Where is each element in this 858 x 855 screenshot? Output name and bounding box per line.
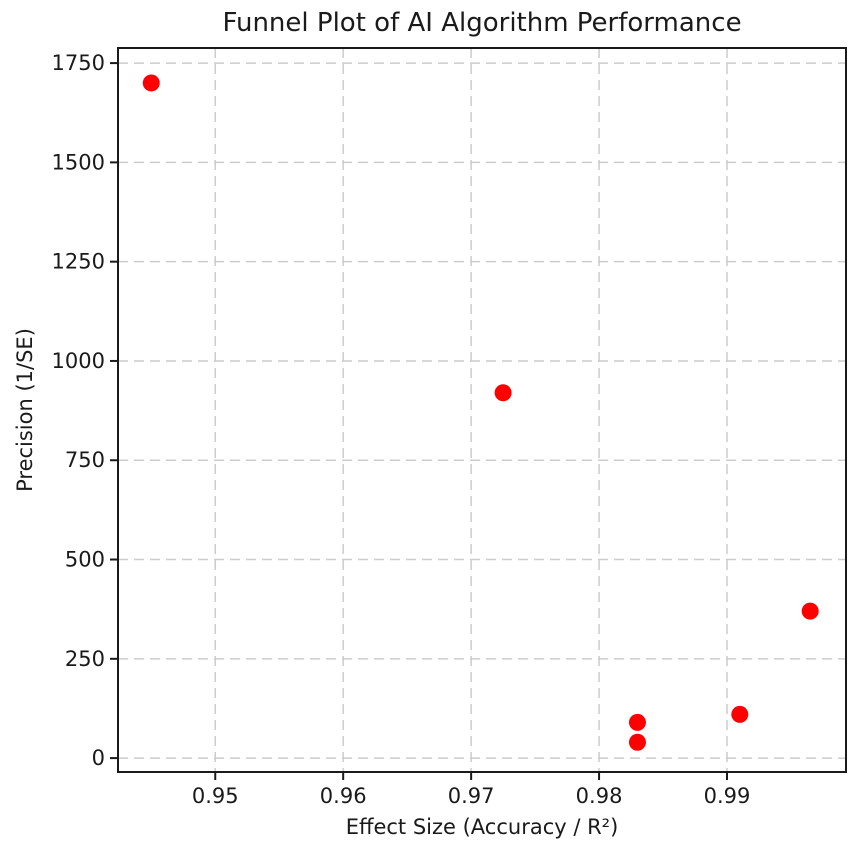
x-tick-label: 0.95 <box>192 784 239 808</box>
data-point <box>142 74 160 92</box>
data-point <box>628 733 646 751</box>
x-tick-label: 0.98 <box>576 784 623 808</box>
y-tick-label: 1750 <box>52 51 105 75</box>
y-tick-label: 0 <box>92 746 105 770</box>
x-axis-label: Effect Size (Accuracy / R²) <box>345 815 619 839</box>
data-point <box>628 713 646 731</box>
y-tick-label: 1250 <box>52 250 105 274</box>
x-tick-label: 0.96 <box>320 784 367 808</box>
data-point <box>731 705 749 723</box>
y-tick-label: 1500 <box>52 150 105 174</box>
x-tick-label: 0.97 <box>448 784 495 808</box>
y-axis-label: Precision (1/SE) <box>13 328 37 492</box>
y-tick-label: 1000 <box>52 349 105 373</box>
data-point <box>494 384 512 402</box>
chart-title: Funnel Plot of AI Algorithm Performance <box>222 8 742 38</box>
x-tick-label: 0.99 <box>704 784 751 808</box>
y-tick-label: 250 <box>65 647 105 671</box>
y-tick-label: 750 <box>65 448 105 472</box>
data-point <box>801 602 819 620</box>
y-tick-label: 500 <box>65 548 105 572</box>
plot-frame <box>117 47 847 773</box>
